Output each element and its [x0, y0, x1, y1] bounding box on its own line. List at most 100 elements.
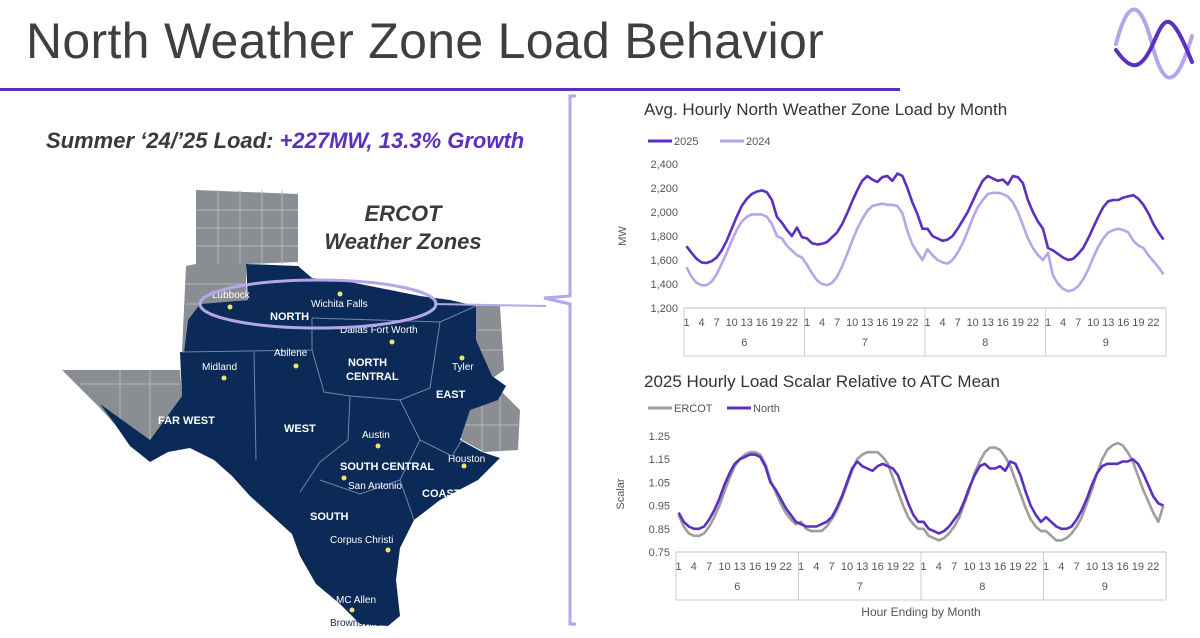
x-tick-label: 10 [846, 317, 858, 329]
ercot-weather-zone-map: NORTH NORTH CENTRAL EAST FAR WEST WEST S… [62, 190, 520, 629]
x-tick-label: 13 [982, 317, 994, 329]
x-tick-label: 22 [780, 561, 792, 573]
x-tick-label: 10 [967, 317, 979, 329]
x-tick-label: 22 [902, 561, 914, 573]
x-tick-label: 19 [887, 561, 899, 573]
x-tick-label: 10 [718, 561, 730, 573]
series-line-north [677, 453, 1164, 535]
ercot-region [100, 264, 506, 626]
map-title-line2: Weather Zones [324, 229, 482, 254]
month-label: 6 [734, 581, 740, 593]
month-label: 7 [857, 581, 863, 593]
x-tick-label: 4 [699, 317, 705, 329]
x-tick-label: 7 [955, 317, 961, 329]
city-wichita-falls: Wichita Falls [311, 299, 368, 310]
x-tick-label: 19 [771, 317, 783, 329]
x-tick-label: 19 [764, 561, 776, 573]
zone-label-east: EAST [436, 389, 466, 401]
y-tick-label: 2,400 [650, 159, 678, 171]
y-tick-label: 2,200 [650, 183, 678, 195]
x-tick-label: 7 [1074, 561, 1080, 573]
month-label: 6 [741, 337, 747, 349]
month-label: 8 [979, 581, 985, 593]
map-title: ERCOT Weather Zones [318, 200, 488, 256]
zone-label-south: SOUTH [310, 511, 349, 523]
x-tick-label: 4 [1058, 561, 1064, 573]
city-tyler: Tyler [452, 362, 474, 373]
zone-label-north-central-2: CENTRAL [346, 371, 399, 383]
month-label: 9 [1103, 337, 1109, 349]
x-tick-label: 22 [1025, 561, 1037, 573]
x-tick-label: 10 [841, 561, 853, 573]
month-label: 8 [982, 337, 988, 349]
x-tick-label: 7 [706, 561, 712, 573]
x-tick-label: 16 [876, 317, 888, 329]
x-tick-label: 1 [675, 561, 681, 573]
x-tick-label: 22 [1027, 317, 1039, 329]
summary-prefix: Summer ‘24/’25 Load: [46, 128, 280, 153]
x-tick-label: 7 [834, 317, 840, 329]
page-title: North Weather Zone Load Behavior [26, 13, 825, 69]
x-tick-label: 10 [1086, 561, 1098, 573]
series-line-2025 [685, 172, 1165, 265]
x-tick-label: 13 [734, 561, 746, 573]
city-san-antonio: San Antonio [348, 481, 402, 492]
x-tick-label: 19 [1012, 317, 1024, 329]
x-tick-label: 22 [906, 317, 918, 329]
zone-bracket [543, 94, 576, 626]
x-tick-label: 1 [804, 317, 810, 329]
x-tick-label: 19 [891, 317, 903, 329]
y-tick-label: 1,600 [650, 255, 678, 267]
x-tick-label: 16 [994, 561, 1006, 573]
title-underline [0, 88, 900, 91]
legend-label-1: 2024 [746, 136, 770, 148]
zone-label-coast: COAST [422, 488, 461, 500]
city-lubbock: Lubbock [212, 290, 251, 301]
y-tick-label: 1,200 [650, 303, 678, 315]
x-tick-label: 1 [798, 561, 804, 573]
y-axis-label: Scalar [615, 478, 627, 510]
y-tick-label: 1,400 [650, 279, 678, 291]
x-tick-label: 19 [1132, 317, 1144, 329]
chart2-title: 2025 Hourly Load Scalar Relative to ATC … [644, 372, 1000, 391]
y-tick-label: 1.05 [649, 477, 670, 489]
y-tick-label: 0.85 [649, 524, 670, 536]
zone-label-north-central-1: NORTH [348, 357, 387, 369]
legend-label-0: 2025 [674, 136, 698, 148]
city-houston: Houston [448, 454, 485, 465]
city-midland: Midland [202, 362, 237, 373]
y-tick-label: 1,800 [650, 231, 678, 243]
zone-label-south-central: SOUTH CENTRAL [340, 461, 434, 473]
x-tick-label: 10 [726, 317, 738, 329]
city-austin: Austin [362, 430, 390, 441]
x-tick-label: 13 [979, 561, 991, 573]
y-tick-label: 2,000 [650, 207, 678, 219]
x-tick-label: 1 [683, 317, 689, 329]
y-tick-label: 1.15 [649, 454, 670, 466]
x-tick-label: 7 [714, 317, 720, 329]
x-tick-label: 1 [1045, 317, 1051, 329]
legend-label-1: North [753, 403, 780, 415]
city-abilene: Abilene [274, 348, 308, 359]
x-tick-label: 22 [786, 317, 798, 329]
x-tick-label: 19 [1009, 561, 1021, 573]
zone-label-far-west: FAR WEST [158, 415, 215, 427]
x-tick-label: 7 [829, 561, 835, 573]
y-tick-label: 0.95 [649, 501, 670, 513]
x-tick-label: 16 [749, 561, 761, 573]
x-tick-label: 22 [1147, 561, 1159, 573]
series-line-ercot [677, 441, 1165, 542]
x-tick-label: 16 [756, 317, 768, 329]
x-axis-label: Hour Ending by Month [861, 605, 980, 619]
y-axis-label: MW [617, 226, 629, 246]
x-tick-label: 4 [691, 561, 697, 573]
x-tick-label: 4 [819, 317, 825, 329]
wave-logo-icon [1114, 7, 1194, 80]
x-tick-label: 13 [856, 561, 868, 573]
y-tick-label: 0.75 [649, 547, 670, 559]
x-tick-label: 1 [924, 317, 930, 329]
zone-label-west: WEST [284, 423, 316, 435]
month-label: 9 [1102, 581, 1108, 593]
x-tick-label: 10 [1087, 317, 1099, 329]
month-label: 7 [862, 337, 868, 349]
